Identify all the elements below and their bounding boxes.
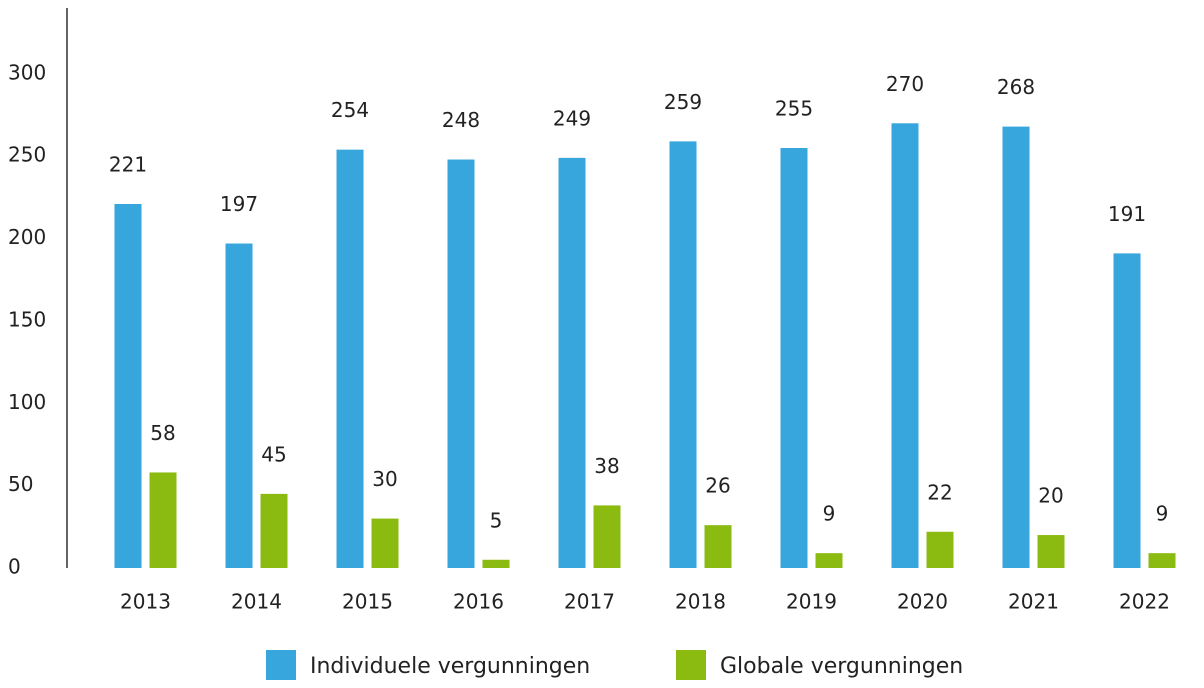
bar bbox=[225, 243, 253, 568]
y-tick-label: 150 bbox=[8, 307, 46, 331]
bar bbox=[114, 204, 142, 568]
value-label: 58 bbox=[150, 421, 175, 445]
bar bbox=[149, 472, 177, 568]
x-tick-label: 2016 bbox=[453, 590, 504, 614]
x-tick-label: 2022 bbox=[1119, 590, 1170, 614]
x-tick-label: 2020 bbox=[897, 590, 948, 614]
bar bbox=[482, 559, 510, 568]
y-tick-label: 250 bbox=[8, 143, 46, 167]
value-label: 191 bbox=[1108, 202, 1146, 226]
value-label: 255 bbox=[775, 97, 813, 121]
value-label: 38 bbox=[594, 454, 619, 478]
value-label: 249 bbox=[553, 106, 591, 130]
value-label: 270 bbox=[886, 72, 924, 96]
bar bbox=[704, 525, 732, 568]
bar bbox=[891, 123, 919, 568]
value-label: 26 bbox=[705, 474, 730, 498]
bar bbox=[669, 141, 697, 569]
value-label: 20 bbox=[1038, 484, 1063, 508]
y-tick-label: 300 bbox=[8, 60, 46, 84]
value-label: 5 bbox=[490, 508, 503, 532]
bar bbox=[1037, 535, 1065, 568]
value-label: 9 bbox=[1156, 502, 1169, 526]
x-tick-label: 2017 bbox=[564, 590, 615, 614]
bar bbox=[1148, 553, 1176, 568]
value-label: 268 bbox=[997, 75, 1035, 99]
y-tick-label: 100 bbox=[8, 390, 46, 414]
bar bbox=[815, 553, 843, 568]
bar bbox=[926, 531, 954, 568]
x-tick-label: 2015 bbox=[342, 590, 393, 614]
bar bbox=[371, 518, 399, 568]
value-label: 9 bbox=[823, 502, 836, 526]
x-tick-label: 2013 bbox=[120, 590, 171, 614]
value-label: 45 bbox=[261, 442, 286, 466]
value-label: 221 bbox=[109, 153, 147, 177]
legend-swatch bbox=[266, 650, 296, 680]
legend: Individuele vergunningen Globale vergunni… bbox=[266, 650, 963, 680]
bar bbox=[558, 157, 586, 568]
bar bbox=[1002, 126, 1030, 569]
bar bbox=[593, 505, 621, 568]
y-tick-label: 50 bbox=[8, 472, 33, 496]
bar bbox=[336, 149, 364, 568]
bar bbox=[447, 159, 475, 568]
value-label: 30 bbox=[372, 467, 397, 491]
bar bbox=[1113, 253, 1141, 569]
value-label: 197 bbox=[220, 192, 258, 216]
value-label: 254 bbox=[331, 98, 369, 122]
legend-label: Individuele vergunningen bbox=[310, 654, 590, 679]
y-tick-label: 0 bbox=[8, 555, 21, 579]
legend-label: Globale vergunningen bbox=[720, 654, 963, 679]
value-label: 248 bbox=[442, 108, 480, 132]
legend-swatch bbox=[676, 650, 706, 680]
x-tick-label: 2021 bbox=[1008, 590, 1059, 614]
value-label: 22 bbox=[927, 480, 952, 504]
bar bbox=[260, 493, 288, 568]
bar bbox=[780, 148, 808, 568]
x-tick-label: 2018 bbox=[675, 590, 726, 614]
x-tick-label: 2014 bbox=[231, 590, 282, 614]
value-label: 259 bbox=[664, 90, 702, 114]
y-tick-label: 200 bbox=[8, 225, 46, 249]
x-tick-label: 2019 bbox=[786, 590, 837, 614]
